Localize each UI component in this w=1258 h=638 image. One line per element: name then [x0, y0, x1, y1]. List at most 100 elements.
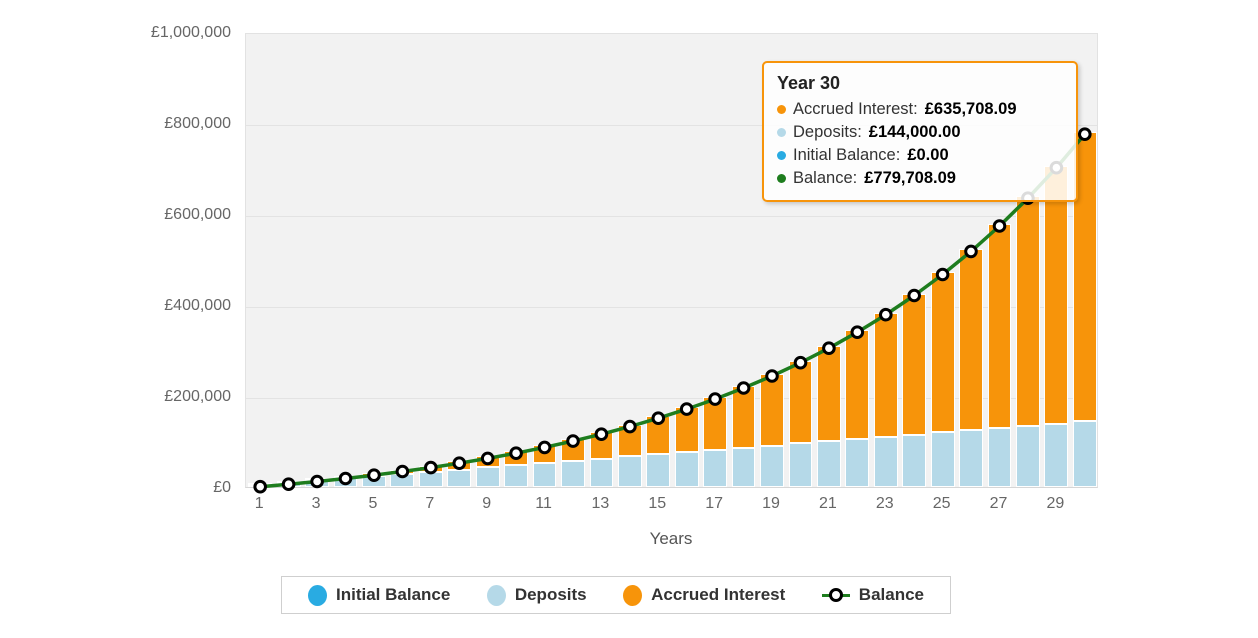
legend-item-deposits[interactable]: Deposits [486, 584, 587, 606]
accrued-interest-bar-segment[interactable] [674, 407, 699, 453]
accrued-interest-bar-segment[interactable] [788, 360, 813, 444]
series-bullet-icon [777, 151, 786, 160]
accrued-interest-bar-segment[interactable] [902, 293, 927, 435]
deposits-bar-segment[interactable] [333, 478, 358, 487]
deposits-bar-segment[interactable] [646, 454, 671, 487]
deposits-bar-segment[interactable] [731, 447, 756, 487]
tooltip-row-label: Deposits: [793, 123, 862, 141]
legend-dot-icon [486, 584, 506, 606]
deposits-bar-segment[interactable] [1016, 425, 1040, 487]
accrued-interest-bar-segment[interactable] [760, 373, 784, 446]
legend-item-accrued-interest[interactable]: Accrued Interest [623, 584, 785, 606]
deposits-bar-segment[interactable] [1072, 421, 1097, 487]
x-axis-label: 17 [705, 495, 724, 512]
deposits-bar-segment[interactable] [561, 460, 585, 487]
accrued-interest-bar-segment[interactable] [930, 272, 955, 433]
deposits-bar-segment[interactable] [1044, 423, 1069, 487]
deposits-bar-segment[interactable] [873, 436, 898, 487]
y-axis: £1,000,000 £800,000 £600,000 £400,000 £200,0… [0, 24, 231, 496]
accrued-interest-bar-segment[interactable] [1016, 196, 1040, 426]
deposits-bar-segment[interactable] [703, 449, 728, 487]
legend-item-label: Initial Balance [336, 585, 451, 604]
x-axis-label: 7 [425, 495, 435, 512]
tooltip: Year 30 Accrued Interest: £635,708.09 Dep… [762, 61, 1078, 202]
accrued-interest-bar-segment[interactable] [873, 312, 898, 437]
deposits-bar-segment[interactable] [788, 443, 813, 487]
accrued-interest-bar-segment[interactable] [362, 473, 386, 477]
accrued-interest-bar-segment[interactable] [731, 386, 756, 448]
legend-item-initial-balance[interactable]: Initial Balance [308, 584, 451, 606]
legend-item-balance[interactable]: Balance [821, 585, 924, 605]
deposits-bar-segment[interactable] [674, 452, 699, 487]
accrued-interest-bar-segment[interactable] [617, 424, 642, 457]
deposits-bar-segment[interactable] [987, 428, 1012, 487]
x-axis-title: Years [649, 529, 693, 548]
tooltip-row-value: £0.00 [907, 146, 949, 164]
accrued-interest-bar-segment[interactable] [447, 461, 472, 470]
series-bullet-icon [777, 128, 786, 137]
deposits-bar-segment[interactable] [362, 476, 386, 487]
accrued-interest-bar-segment[interactable] [418, 465, 443, 472]
accrued-interest-bar-segment[interactable] [276, 480, 301, 483]
x-axis-label: 27 [989, 495, 1008, 512]
y-axis-label: £400,000 [164, 297, 231, 314]
x-axis-label: 21 [818, 495, 837, 512]
accrued-interest-bar-segment[interactable] [703, 397, 728, 450]
deposits-bar-segment[interactable] [248, 484, 273, 487]
accrued-interest-bar-segment[interactable] [390, 469, 415, 474]
deposits-bar-segment[interactable] [816, 441, 841, 487]
legend-line-circle-icon [821, 588, 850, 602]
deposits-bar-segment[interactable] [305, 480, 329, 487]
deposits-bar-segment[interactable] [504, 465, 529, 487]
accrued-interest-bar-segment[interactable] [333, 476, 358, 479]
accrued-interest-bar-segment[interactable] [475, 456, 500, 468]
y-axis-label: £0 [213, 479, 231, 496]
accrued-interest-bar-segment[interactable] [845, 330, 870, 439]
y-axis-label: £600,000 [164, 206, 231, 223]
series-bullet-icon [777, 105, 786, 114]
deposits-bar-segment[interactable] [845, 438, 870, 487]
deposits-bar-segment[interactable] [475, 467, 500, 487]
accrued-interest-bar-segment[interactable] [589, 432, 614, 459]
accrued-interest-bar-segment[interactable] [305, 478, 329, 481]
tooltip-row-label: Initial Balance: [793, 146, 901, 164]
deposits-bar-segment[interactable] [902, 434, 927, 487]
tooltip-row-value: £779,708.09 [864, 169, 956, 187]
x-axis-label: 1 [254, 495, 264, 512]
accrued-interest-bar-segment[interactable] [561, 439, 585, 461]
x-axis-label: 11 [535, 495, 552, 512]
deposits-bar-segment[interactable] [760, 445, 784, 487]
tooltip-row: Balance: £779,708.09 [777, 167, 1063, 190]
deposits-bar-segment[interactable] [447, 469, 472, 487]
gridline [246, 216, 1097, 217]
tooltip-row: Accrued Interest: £635,708.09 [777, 98, 1063, 121]
legend-item-label: Deposits [514, 585, 587, 604]
legend-dot-icon [308, 584, 327, 606]
deposits-bar-segment[interactable] [418, 471, 443, 487]
accrued-interest-bar-segment[interactable] [816, 346, 841, 442]
accrued-interest-bar-segment[interactable] [504, 451, 529, 466]
accrued-interest-bar-segment[interactable] [248, 482, 273, 485]
tooltip-rows: Accrued Interest: £635,708.09 Deposits: £… [777, 98, 1063, 190]
deposits-bar-segment[interactable] [532, 462, 557, 487]
accrued-interest-bar-segment[interactable] [987, 224, 1012, 429]
accrued-interest-bar-segment[interactable] [1044, 165, 1069, 424]
tooltip-row: Initial Balance: £0.00 [777, 144, 1063, 167]
deposits-bar-segment[interactable] [390, 473, 415, 487]
deposits-bar-segment[interactable] [617, 456, 642, 487]
accrued-interest-bar-segment[interactable] [646, 416, 671, 455]
y-axis-label: £200,000 [164, 388, 231, 405]
gridline [246, 125, 1097, 126]
deposits-bar-segment[interactable] [959, 430, 983, 487]
accrued-interest-bar-segment[interactable] [959, 249, 983, 431]
y-axis-label: £800,000 [164, 115, 231, 132]
deposits-bar-segment[interactable] [930, 432, 955, 487]
deposits-bar-segment[interactable] [276, 482, 301, 487]
deposits-bar-segment[interactable] [589, 458, 614, 487]
y-axis-label: £1,000,000 [150, 24, 231, 41]
x-axis-label: 9 [482, 495, 492, 512]
accrued-interest-bar-segment[interactable] [532, 445, 557, 463]
tooltip-row-label: Accrued Interest: [793, 100, 918, 118]
x-axis-label: 29 [1046, 495, 1065, 512]
